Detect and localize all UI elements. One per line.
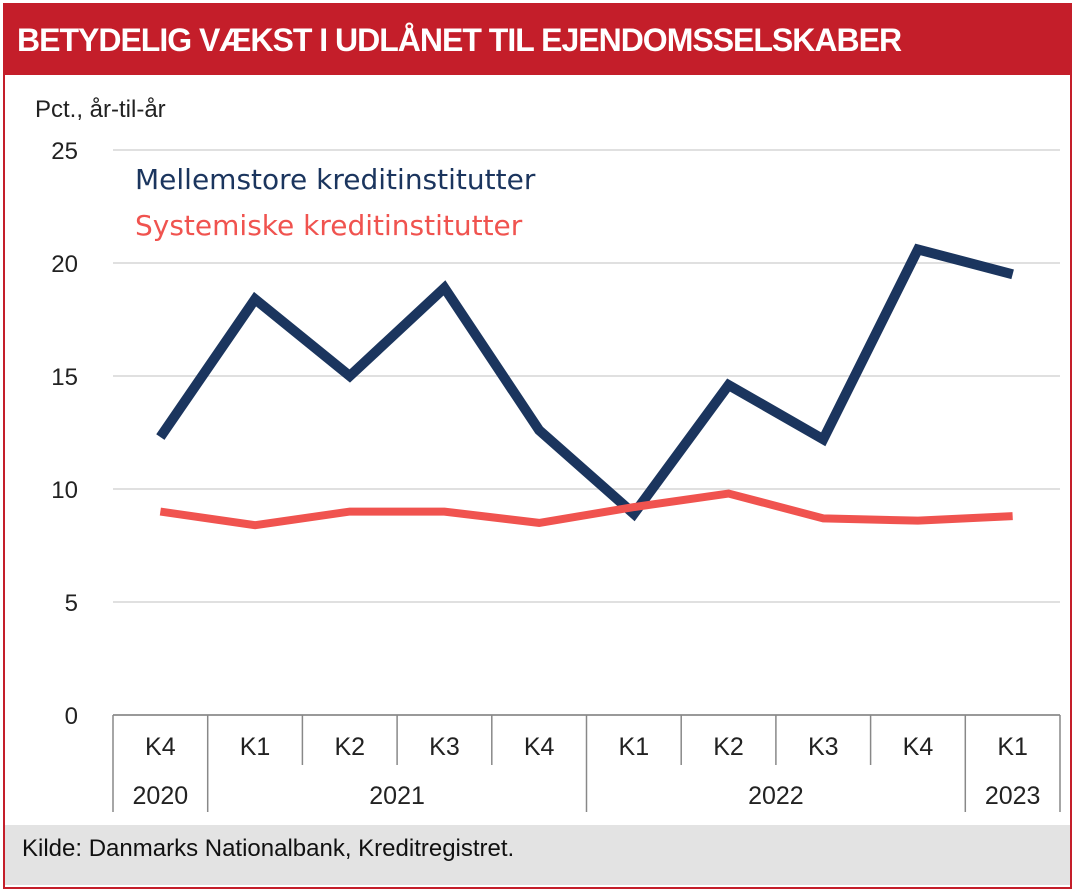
legend-entry: Systemiske kreditinstitutter	[135, 209, 523, 242]
y-tick-label: 5	[65, 590, 78, 617]
legend-entry: Mellemstore kreditinstitutter	[135, 163, 536, 196]
y-tick-label: 0	[65, 703, 78, 730]
x-tick-label: K1	[240, 733, 271, 761]
x-tick-label: K2	[713, 733, 744, 761]
y-tick-label: 20	[51, 251, 78, 278]
x-tick-label: K4	[524, 733, 555, 761]
x-tick-label: K3	[808, 733, 839, 761]
series-line-2	[159, 489, 1013, 530]
y-tick-label: 15	[51, 364, 78, 391]
source-note: Kilde: Danmarks Nationalbank, Kreditregi…	[5, 825, 1070, 885]
x-tick-label: K4	[145, 733, 176, 761]
x-tick-label: K4	[903, 733, 934, 761]
x-tick-label: K2	[334, 733, 365, 761]
x-tick-label: K3	[429, 733, 460, 761]
series-line-1	[156, 243, 1014, 522]
figure-border	[3, 3, 1072, 889]
chart-title: BETYDELIG VÆKST I UDLÅNET TIL EJENDOMSSE…	[5, 5, 1070, 75]
year-label: 2021	[369, 782, 425, 810]
year-label: 2023	[985, 782, 1041, 810]
y-tick-label: 10	[51, 477, 78, 504]
chart-title-text: BETYDELIG VÆKST I UDLÅNET TIL EJENDOMSSE…	[17, 22, 902, 58]
y-axis-label: Pct., år-til-år	[35, 96, 166, 123]
year-label: 2022	[748, 782, 804, 810]
x-tick-label: K1	[619, 733, 650, 761]
y-tick-label: 25	[51, 138, 78, 165]
year-label: 2020	[133, 782, 189, 810]
x-tick-label: K1	[997, 733, 1028, 761]
